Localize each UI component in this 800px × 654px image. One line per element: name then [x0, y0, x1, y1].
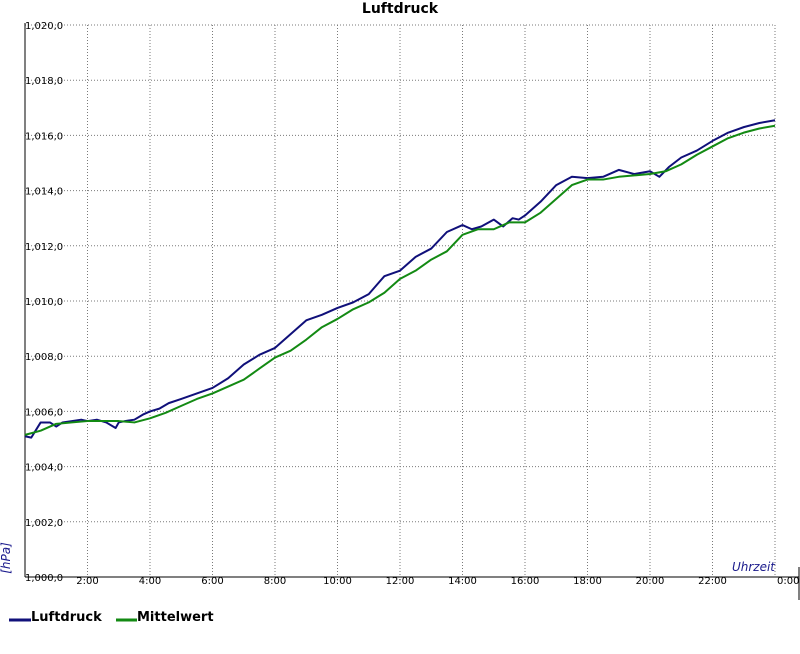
- y-axis-label: [hPa]: [0, 542, 13, 574]
- legend-label-luftdruck: Luftdruck: [31, 610, 102, 625]
- y-tick-label: 1,014,0: [25, 187, 63, 198]
- x-tick-label: 22:00: [698, 576, 727, 587]
- grid: [25, 24, 776, 578]
- x-tick-label: 6:00: [201, 576, 223, 587]
- x-tick-label: 16:00: [511, 576, 540, 587]
- legend-label-mittelwert: Mittelwert: [137, 610, 214, 625]
- y-tick-label: 1,000,0: [25, 573, 63, 584]
- x-axis-label: Uhrzeit: [732, 560, 776, 574]
- y-tick-label: 1,004,0: [25, 463, 63, 474]
- y-tick-label: 1,020,0: [25, 21, 63, 32]
- chart-title: Luftdruck: [362, 1, 439, 17]
- series-line-mittelwert: [24, 124, 776, 436]
- axes: [24, 23, 800, 600]
- x-tick-label: 20:00: [636, 576, 665, 587]
- y-tick-label: 1,006,0: [25, 407, 63, 418]
- y-tick-label: 1,008,0: [25, 352, 63, 363]
- x-tick-label: 4:00: [139, 576, 161, 587]
- x-tick-label: 14:00: [448, 576, 477, 587]
- x-tick-label: 8:00: [264, 576, 286, 587]
- series-line-luftdruck: [24, 119, 776, 439]
- x-tick-label: 12:00: [386, 576, 415, 587]
- y-tick-label: 1,002,0: [25, 518, 63, 529]
- x-tick-label: 18:00: [573, 576, 602, 587]
- legend: Luftdruck Mittelwert: [9, 610, 214, 625]
- tick-labels: 1,000,0 1,002,0 1,004,0 1,006,0 1,008,0 1,010…: [25, 21, 799, 587]
- x-tick-label: 10:00: [323, 576, 352, 587]
- series-lines: [24, 119, 776, 439]
- y-tick-label: 1,018,0: [25, 76, 63, 87]
- x-tick-label: 0:00: [777, 576, 799, 587]
- x-tick-label: 2:00: [76, 576, 98, 587]
- y-tick-label: 1,010,0: [25, 297, 63, 308]
- y-tick-label: 1,016,0: [25, 131, 63, 142]
- y-tick-label: 1,012,0: [25, 242, 63, 253]
